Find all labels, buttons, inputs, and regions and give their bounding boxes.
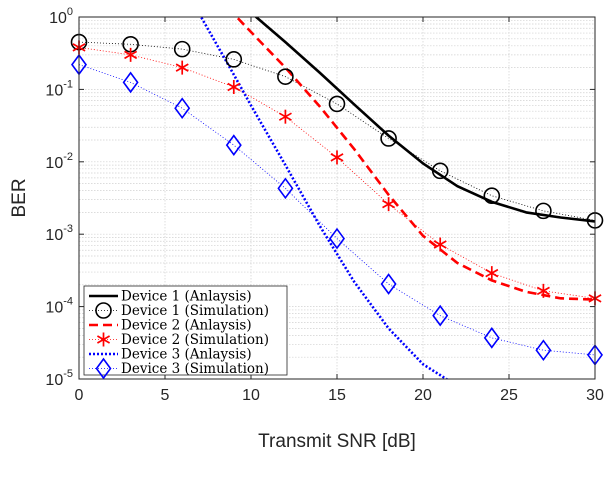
data-point (329, 227, 345, 250)
y-tick-label: 10-5 (45, 368, 73, 389)
data-point (431, 162, 449, 180)
data-point (124, 47, 138, 62)
data-point (330, 150, 344, 165)
data-point (173, 40, 191, 58)
data-point (174, 97, 191, 120)
data-point (278, 109, 292, 124)
data-point (227, 79, 241, 94)
x-axis-ticks: 0 5 10 15 20 25 30 (75, 17, 604, 404)
legend-marker (95, 302, 112, 319)
y-tick-label: 10-4 (45, 296, 73, 317)
y-tick-label: 10-2 (45, 151, 73, 172)
x-tick-label: 15 (328, 387, 346, 404)
data-point (433, 237, 447, 252)
grid (79, 17, 595, 379)
data-point (225, 51, 243, 68)
legend-label: Device 2 (Simulation) (121, 332, 269, 348)
data-point (535, 202, 552, 220)
data-point (536, 283, 550, 298)
data-point (225, 134, 242, 156)
series-markers (70, 33, 604, 366)
data-point (277, 177, 294, 200)
series-line-6 (79, 64, 595, 356)
data-point (535, 339, 552, 362)
data-point (485, 266, 499, 281)
data-point (175, 60, 189, 75)
series-line-5 (199, 17, 449, 379)
legend-label: Device 1 (Simulation) (121, 303, 269, 319)
legend-label: Device 3 (Anlaysis) (121, 347, 252, 363)
series-line-3 (234, 17, 595, 301)
data-point (328, 95, 346, 113)
y-tick-label: 100 (49, 6, 73, 27)
x-tick-label: 0 (75, 387, 84, 404)
x-tick-label: 5 (161, 387, 170, 404)
data-point (122, 71, 139, 94)
legend-box (83, 285, 288, 376)
legend-marker (96, 332, 111, 347)
legend-marker (95, 357, 112, 380)
legend-label: Device 2 (Anlaysis) (121, 318, 252, 334)
data-point (483, 187, 501, 205)
legend-label: Device 3 (Simulation) (121, 361, 269, 377)
y-axis-label: BER (9, 178, 30, 217)
data-point (382, 197, 396, 212)
x-tick-label: 30 (586, 387, 604, 404)
data-point (483, 327, 500, 349)
data-point (380, 130, 397, 147)
legend-label: Device 1 (Anlaysis) (121, 289, 252, 305)
data-point (432, 304, 449, 327)
x-tick-label: 20 (414, 387, 432, 404)
x-axis-label: Transmit SNR [dB] (258, 431, 416, 452)
x-tick-label: 25 (500, 387, 518, 404)
y-tick-label: 10-1 (45, 78, 73, 99)
y-tick-label: 10-3 (45, 223, 73, 244)
legend: Device 1 (Anlaysis)Device 1 (Simulation)… (83, 285, 288, 380)
y-axis-ticks: 10-5 10-4 10-3 10-2 10-1 100 (45, 6, 595, 389)
x-tick-label: 10 (242, 387, 260, 404)
data-point (380, 273, 397, 295)
data-point (277, 68, 294, 85)
